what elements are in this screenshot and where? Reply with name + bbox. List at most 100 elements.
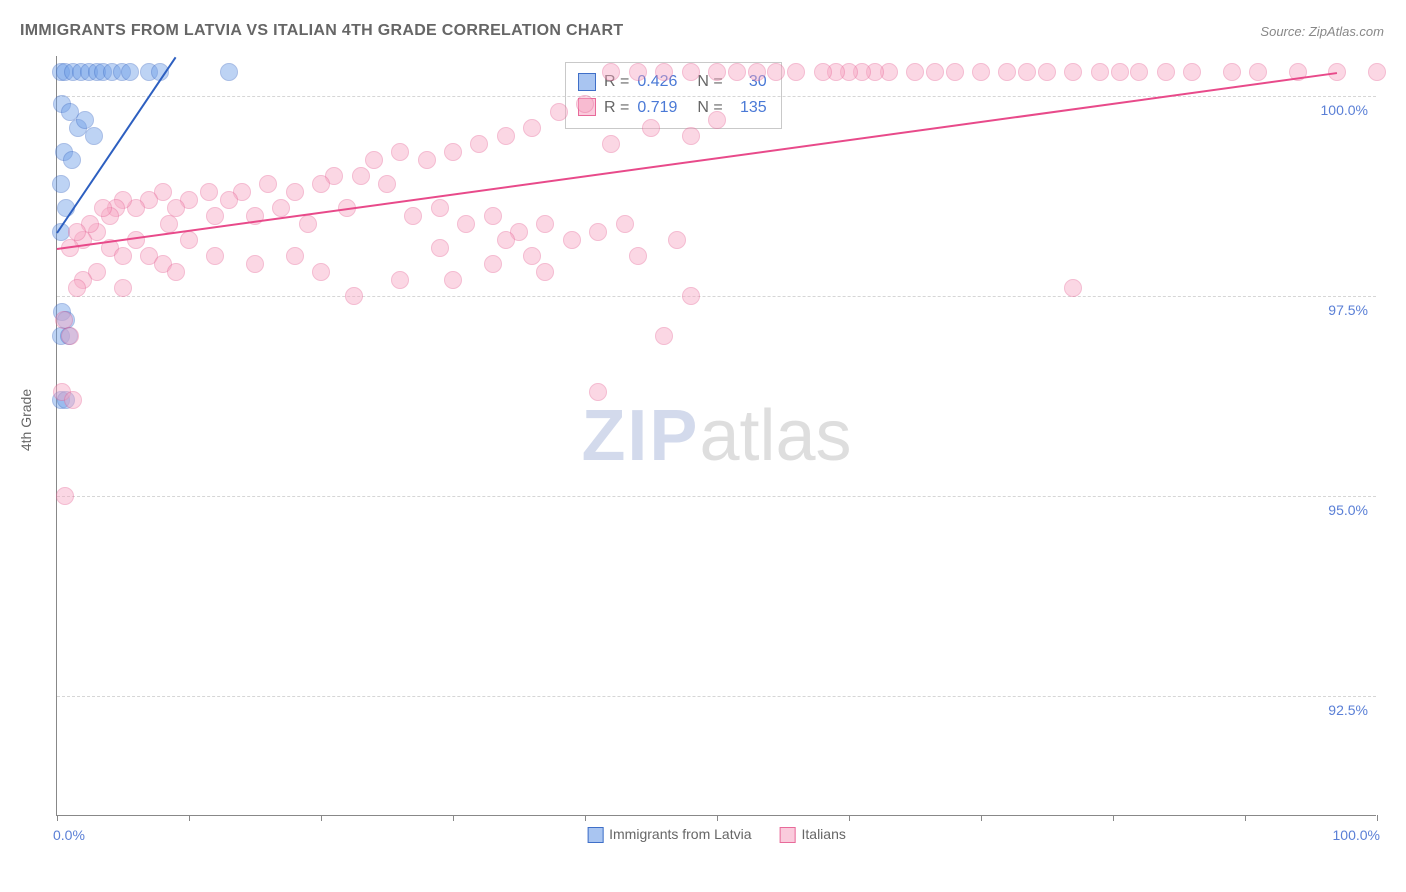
data-point [114,247,132,265]
data-point [200,183,218,201]
chart-title: IMMIGRANTS FROM LATVIA VS ITALIAN 4TH GR… [20,22,623,40]
data-point [1130,63,1148,81]
x-tick [321,815,322,821]
legend-item: Immigrants from Latvia [587,826,751,843]
data-point [206,247,224,265]
data-point [602,63,620,81]
data-point [52,175,70,193]
plot-area: ZIPatlas R =0.426N =30R =0.719N =135 Imm… [56,56,1376,816]
data-point [286,247,304,265]
data-point [121,63,139,81]
x-tick [585,815,586,821]
data-point [444,143,462,161]
source-label: Source: [1260,24,1305,39]
data-point [63,151,81,169]
data-point [352,167,370,185]
x-tick [1377,815,1378,821]
y-tick-label: 100.0% [1321,102,1368,118]
gridline [57,496,1376,497]
data-point [246,255,264,273]
data-point [767,63,785,81]
data-point [629,247,647,265]
data-point [602,135,620,153]
data-point [444,271,462,289]
data-point [589,223,607,241]
data-point [431,199,449,217]
data-point [365,151,383,169]
data-point [787,63,805,81]
data-point [642,119,660,137]
source-value: ZipAtlas.com [1309,24,1384,39]
gridline [57,96,1376,97]
data-point [127,231,145,249]
gridline [57,696,1376,697]
data-point [484,207,502,225]
x-axis-label-min: 0.0% [53,827,85,843]
data-point [536,263,554,281]
data-point [998,63,1016,81]
data-point [259,175,277,193]
data-point [114,279,132,297]
data-point [272,199,290,217]
data-point [550,103,568,121]
legend-item: Italians [780,826,846,843]
data-point [286,183,304,201]
data-point [457,215,475,233]
data-point [708,63,726,81]
data-point [312,175,330,193]
legend: Immigrants from Latvia Italians [587,826,846,843]
data-point [536,215,554,233]
data-point [391,271,409,289]
legend-swatch [780,827,796,843]
legend-swatch [587,827,603,843]
data-point [728,63,746,81]
data-point [629,63,647,81]
data-point [1018,63,1036,81]
source-attribution: Source: ZipAtlas.com [1260,24,1384,39]
data-point [1223,63,1241,81]
data-point [563,231,581,249]
data-point [1091,63,1109,81]
x-tick [849,815,850,821]
data-point [655,327,673,345]
data-point [220,191,238,209]
data-point [668,231,686,249]
r-label: R = [604,95,629,121]
data-point [682,63,700,81]
r-value: 0.719 [637,95,689,121]
data-point [682,127,700,145]
data-point [682,287,700,305]
data-point [484,255,502,273]
data-point [56,487,74,505]
data-point [1111,63,1129,81]
data-point [523,247,541,265]
data-point [160,215,178,233]
data-point [616,215,634,233]
watermark-zip: ZIP [581,396,699,476]
data-point [748,63,766,81]
data-point [391,143,409,161]
data-point [589,383,607,401]
watermark-atlas: atlas [699,396,851,476]
watermark: ZIPatlas [581,395,851,477]
data-point [85,127,103,145]
data-point [946,63,964,81]
x-tick [981,815,982,821]
data-point [497,231,515,249]
data-point [431,239,449,257]
data-point [906,63,924,81]
x-tick [189,815,190,821]
data-point [61,327,79,345]
x-tick [453,815,454,821]
data-point [68,279,86,297]
data-point [470,135,488,153]
data-point [926,63,944,81]
data-point [1183,63,1201,81]
n-value: 135 [731,95,767,121]
y-axis-title: 4th Grade [18,389,34,451]
data-point [64,391,82,409]
gridline [57,296,1376,297]
data-point [1249,63,1267,81]
x-tick [1245,815,1246,821]
y-tick-label: 95.0% [1328,502,1368,518]
